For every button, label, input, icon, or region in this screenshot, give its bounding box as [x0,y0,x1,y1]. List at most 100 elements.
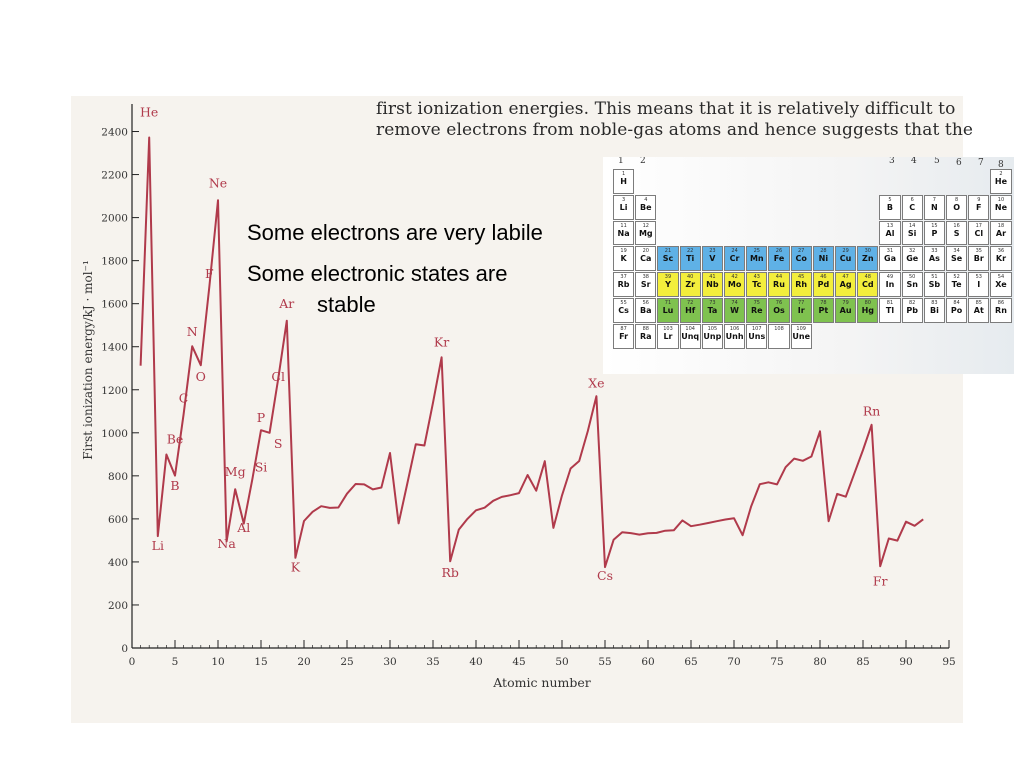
element-label-be: Be [167,432,184,447]
element-label-s: S [274,436,283,451]
x-tick-label: 60 [641,656,654,668]
element-number: 52 [953,274,960,281]
element-symbol: Ga [884,254,896,264]
element-number: 51 [931,274,938,281]
element-cell-pd: 46 Pd [812,272,834,297]
element-number: 82 [909,300,916,306]
element-number: 54 [997,274,1005,281]
x-tick-label: 20 [297,656,310,668]
element-cell-tl: 81 Tl [879,298,901,323]
element-label-rn: Rn [863,404,880,419]
element-symbol: Br [973,254,984,264]
element-symbol: At [973,306,984,315]
element-number: 24 [731,248,738,255]
element-number: 46 [820,274,827,281]
element-number: 17 [975,222,982,229]
element-cell-ni: 28 Ni [812,246,834,272]
element-cell-al: 13 Al [879,220,901,246]
element-symbol: Se [951,254,963,264]
element-number: 4 [644,196,648,203]
element-cell-si: 14 Si [901,220,923,246]
callout-stable-line-1: Some electronic states are [247,261,508,286]
element-symbol: Sb [928,280,941,290]
element-cell-sb: 51 Sb [923,272,945,297]
element-number: 39 [664,274,672,281]
series-line-layer [139,136,924,569]
element-cell-at: 85 At [968,298,990,323]
element-cell-unp: 105 Unp [701,323,723,349]
element-symbol: Cs [618,306,629,315]
element-symbol: Xe [995,280,1007,290]
element-cell-po: 84 Po [946,298,968,323]
periodic-table-image: 1 2 3 4 5 6 7 8 1 H 2 He 3 Li 4 Be 5 B 6 C 7 N 8 O 9 F 10 Ne 11 Na 12 M… [603,157,1014,374]
series-line [139,136,924,569]
element-cell-mo: 42 Mo [724,272,746,297]
x-tick-label: 35 [426,656,439,668]
element-cell-fe: 26 Fe [768,246,790,272]
element-number: 11 [620,222,627,229]
element-cell-rn: 86 Rn [990,298,1012,323]
element-symbol: Ne [994,202,1008,212]
element-cell-hf: 72 Hf [679,298,701,323]
element-label-ar: Ar [278,296,294,311]
element-label-ne: Ne [209,175,227,190]
element-cell-lr: 103 Lr [657,323,679,349]
element-cell-sr: 38 Sr [635,272,657,297]
element-number: 16 [953,222,960,229]
element-symbol: Po [950,306,963,315]
element-cell-pt: 78 Pt [812,298,834,323]
element-label-b: B [170,478,179,493]
y-tick-label: 2200 [101,170,128,182]
element-number: 32 [909,248,916,255]
x-tick-label: 55 [598,656,611,668]
element-symbol: Ba [640,306,652,315]
element-symbol: In [885,280,895,290]
element-number: 53 [975,274,982,281]
y-tick-label: 200 [108,600,128,612]
element-cell-ag: 47 Ag [835,272,857,297]
x-tick-label: 65 [684,656,697,668]
element-symbol: Unh [725,331,744,341]
element-symbol: Al [885,228,895,238]
element-label-p: P [257,410,265,425]
element-cell-os: 76 Os [768,298,790,323]
element-cell-au: 79 Au [835,298,857,323]
element-symbol: Mo [727,280,742,290]
element-symbol: Sr [640,280,651,290]
x-tick-label: 5 [172,656,179,668]
element-symbol: B [886,202,894,212]
element-symbol: Be [640,202,652,212]
element-label-n: N [187,324,198,339]
element-cell-cs: 55 Cs [613,298,635,323]
element-cell-i: 53 I [968,272,990,297]
element-number: 86 [997,300,1005,306]
x-tick-label: 90 [899,656,912,668]
element-symbol: Zr [685,280,696,290]
element-number: 38 [642,274,649,281]
element-symbol: Nb [706,280,719,290]
element-number: 78 [820,300,827,306]
element-label-fr: Fr [873,574,888,589]
element-number: 22 [687,248,694,255]
element-symbol: Unp [703,331,722,341]
y-tick-label: 1600 [101,299,128,311]
element-symbol: Mn [749,254,764,264]
element-cell-rh: 45 Rh [790,272,812,297]
element-cell-he: 2 He [990,169,1012,194]
element-cell-ti: 22 Ti [679,246,701,272]
x-axis-title: Atomic number [492,675,591,690]
element-number: 2 [999,171,1003,177]
element-cell-108: 108 [768,323,790,349]
element-symbol: N [931,202,938,212]
x-tick-label: 80 [813,656,826,668]
element-number: 84 [953,300,960,306]
element-symbol: Ir [797,306,805,315]
y-tick-label: 1800 [101,256,128,268]
element-symbol: P [931,228,938,238]
element-number: 71 [664,300,672,306]
element-number: 103 [663,325,673,332]
element-cell-zr: 40 Zr [679,272,701,297]
